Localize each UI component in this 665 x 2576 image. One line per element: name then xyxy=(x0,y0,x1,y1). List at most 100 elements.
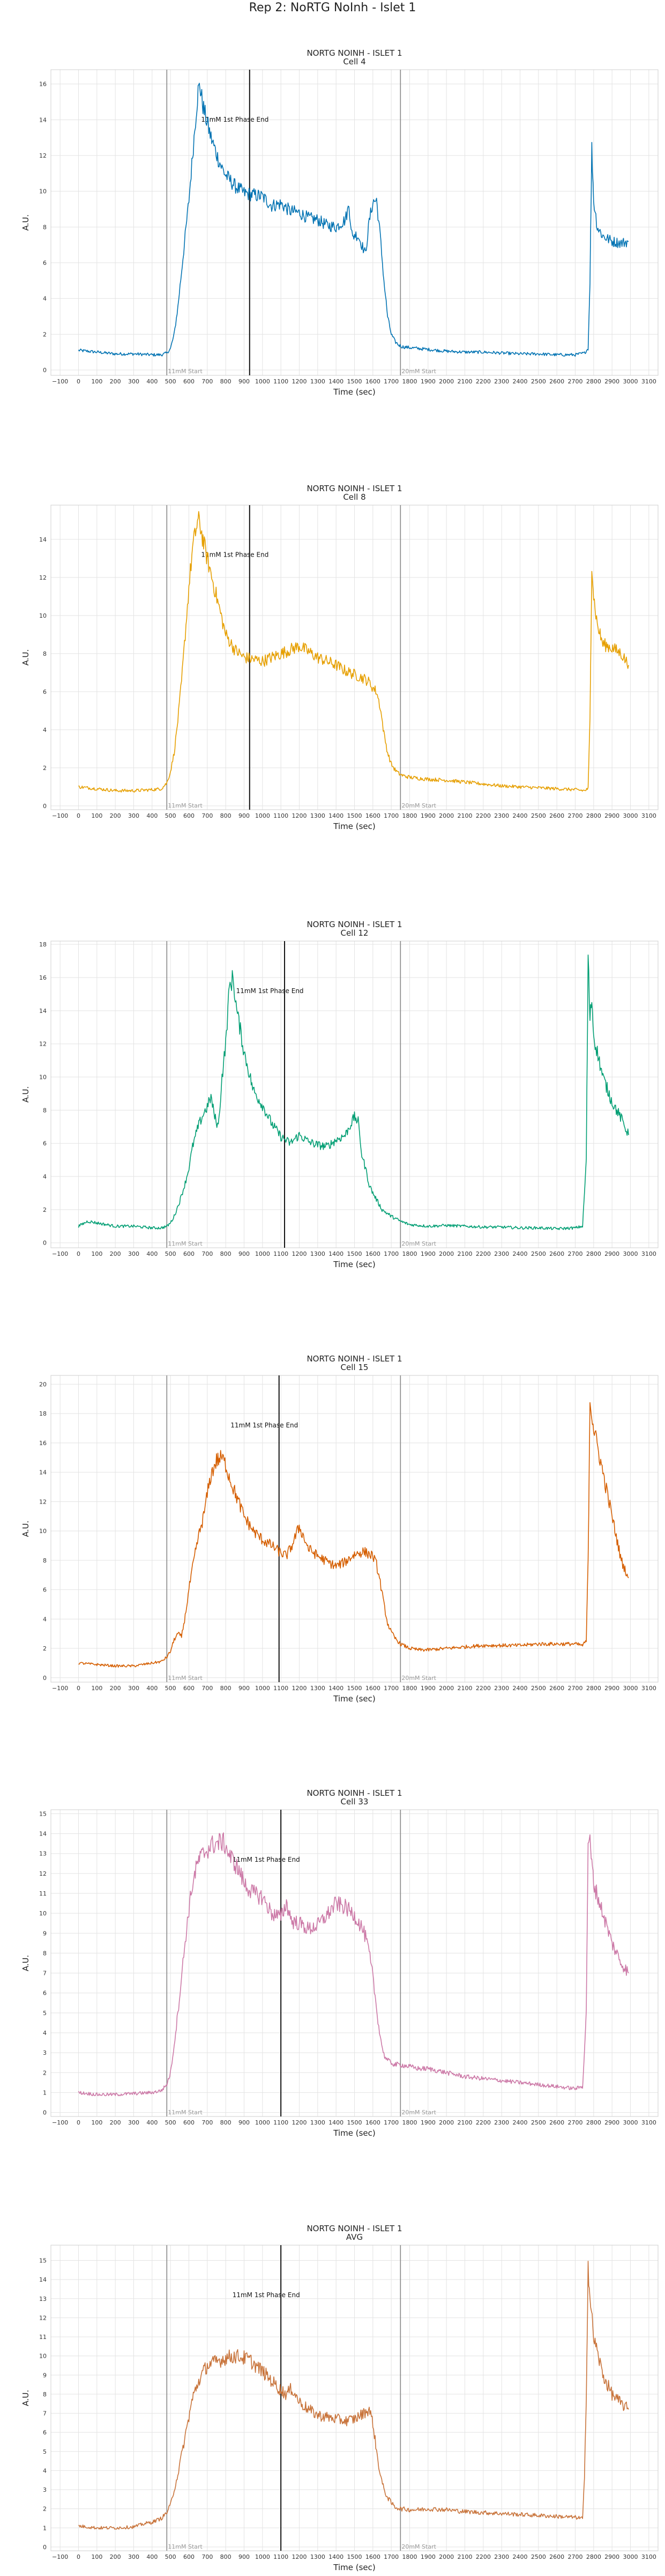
x-tick-label: 200 xyxy=(110,1685,121,1692)
x-tick-label: 2600 xyxy=(549,1685,564,1692)
x-tick-label: 1400 xyxy=(328,812,343,819)
y-tick-label: 0 xyxy=(43,1675,47,1682)
x-tick-label: 2500 xyxy=(531,2553,546,2560)
x-tick-label: 300 xyxy=(128,1685,139,1692)
x-tick-label: 1500 xyxy=(347,2119,362,2126)
x-tick-label: 1500 xyxy=(347,812,362,819)
chart-title: NORTG NOINH - ISLET 1 xyxy=(307,1354,402,1364)
x-tick-label: 2000 xyxy=(439,1250,454,1257)
y-tick-label: 18 xyxy=(39,941,47,948)
x-tick-label: 200 xyxy=(110,1250,121,1257)
x-tick-label: 2700 xyxy=(568,812,583,819)
x-tick-label: 2300 xyxy=(494,1685,509,1692)
x-tick-label: 1300 xyxy=(310,812,325,819)
y-tick-label: 12 xyxy=(39,1870,47,1877)
y-tick-label: 14 xyxy=(39,1831,47,1838)
x-tick-label: 1000 xyxy=(255,1685,270,1692)
x-tick-label: 2200 xyxy=(476,2119,491,2126)
phase-end-label: 11mM 1st Phase End xyxy=(236,987,304,995)
y-tick-label: 14 xyxy=(39,116,47,123)
x-tick-label: 1000 xyxy=(255,812,270,819)
x-tick-label: 1400 xyxy=(328,2119,343,2126)
phase-end-label: 11mM 1st Phase End xyxy=(233,2291,300,2299)
x-tick-label: 300 xyxy=(128,2553,139,2560)
y-tick-label: 0 xyxy=(43,1240,47,1247)
x-tick-label: 2100 xyxy=(458,2553,473,2560)
chart-subtitle: Cell 4 xyxy=(343,57,365,66)
x-tick-label: 2100 xyxy=(458,1685,473,1692)
x-tick-label: 500 xyxy=(165,2119,176,2126)
x-tick-label: 2100 xyxy=(458,1250,473,1257)
x-tick-label: 2700 xyxy=(568,2119,583,2126)
x-tick-label: 2300 xyxy=(494,2553,509,2560)
x-tick-label: 1900 xyxy=(421,2553,436,2560)
x-tick-label: 2900 xyxy=(604,1685,619,1692)
x-tick-label: 900 xyxy=(238,378,250,385)
y-axis-label: A.U. xyxy=(21,2390,31,2407)
start-11mm-label: 11mM Start xyxy=(168,1240,203,1247)
x-tick-label: 400 xyxy=(146,1685,158,1692)
x-tick-label: 600 xyxy=(183,2119,195,2126)
x-tick-label: 1900 xyxy=(421,1250,436,1257)
x-tick-label: 600 xyxy=(183,2553,195,2560)
x-tick-label: 200 xyxy=(110,812,121,819)
y-tick-label: 14 xyxy=(39,536,47,543)
x-tick-label: 1400 xyxy=(328,2553,343,2560)
x-tick-label: 2600 xyxy=(549,378,564,385)
y-tick-label: 8 xyxy=(43,2391,47,2398)
x-tick-label: 700 xyxy=(201,1685,213,1692)
x-tick-label: 2100 xyxy=(458,378,473,385)
y-tick-label: 8 xyxy=(43,1950,47,1957)
x-tick-label: 1300 xyxy=(310,1685,325,1692)
x-tick-label: 400 xyxy=(146,1250,158,1257)
y-tick-label: 16 xyxy=(39,81,47,88)
x-tick-label: 2300 xyxy=(494,2119,509,2126)
x-tick-label: 1100 xyxy=(273,2553,288,2560)
x-tick-label: 2800 xyxy=(586,2553,601,2560)
y-tick-label: 10 xyxy=(39,1074,47,1081)
x-tick-label: 1700 xyxy=(384,2553,399,2560)
y-tick-label: 7 xyxy=(43,1970,47,1977)
x-tick-label: 100 xyxy=(91,2119,102,2126)
y-tick-label: 6 xyxy=(43,260,47,267)
series-line xyxy=(78,511,629,793)
y-tick-label: 0 xyxy=(43,367,47,374)
y-tick-label: 3 xyxy=(43,2486,47,2493)
y-tick-label: 15 xyxy=(39,1810,47,1817)
y-tick-label: 9 xyxy=(43,2372,47,2379)
x-tick-label: 2000 xyxy=(439,2553,454,2560)
x-tick-label: 1400 xyxy=(328,1685,343,1692)
y-tick-label: 4 xyxy=(43,2467,47,2474)
x-tick-label: 500 xyxy=(165,1685,176,1692)
x-tick-label: 1200 xyxy=(292,1685,307,1692)
chart-title: NORTG NOINH - ISLET 1 xyxy=(307,48,402,58)
x-tick-label: 1600 xyxy=(365,2119,380,2126)
series-line xyxy=(78,83,629,357)
x-tick-label: 0 xyxy=(77,2553,80,2560)
x-tick-label: 2800 xyxy=(586,1250,601,1257)
x-tick-label: 2900 xyxy=(604,378,619,385)
y-tick-label: 2 xyxy=(43,2506,47,2513)
start-11mm-label: 11mM Start xyxy=(168,802,203,809)
x-tick-label: 600 xyxy=(183,1685,195,1692)
x-tick-label: 1500 xyxy=(347,1250,362,1257)
x-tick-label: 0 xyxy=(77,1685,80,1692)
y-tick-label: 18 xyxy=(39,1410,47,1417)
y-axis-label: A.U. xyxy=(21,649,31,666)
x-tick-label: 2600 xyxy=(549,2553,564,2560)
x-tick-label: 800 xyxy=(220,1250,231,1257)
x-tick-label: 2900 xyxy=(604,812,619,819)
x-tick-label: 300 xyxy=(128,1250,139,1257)
plot-frame xyxy=(50,505,659,810)
y-tick-label: 14 xyxy=(39,1008,47,1015)
y-tick-label: 1 xyxy=(43,2525,47,2531)
phase-end-label: 11mM 1st Phase End xyxy=(230,1422,298,1429)
start-11mm-label: 11mM Start xyxy=(168,368,203,375)
x-tick-label: 2400 xyxy=(513,1250,528,1257)
x-tick-label: 100 xyxy=(91,1250,102,1257)
x-tick-label: 200 xyxy=(110,2553,121,2560)
x-tick-label: 1700 xyxy=(384,1250,399,1257)
chart-title: NORTG NOINH - ISLET 1 xyxy=(307,920,402,929)
x-tick-label: 3000 xyxy=(623,378,638,385)
